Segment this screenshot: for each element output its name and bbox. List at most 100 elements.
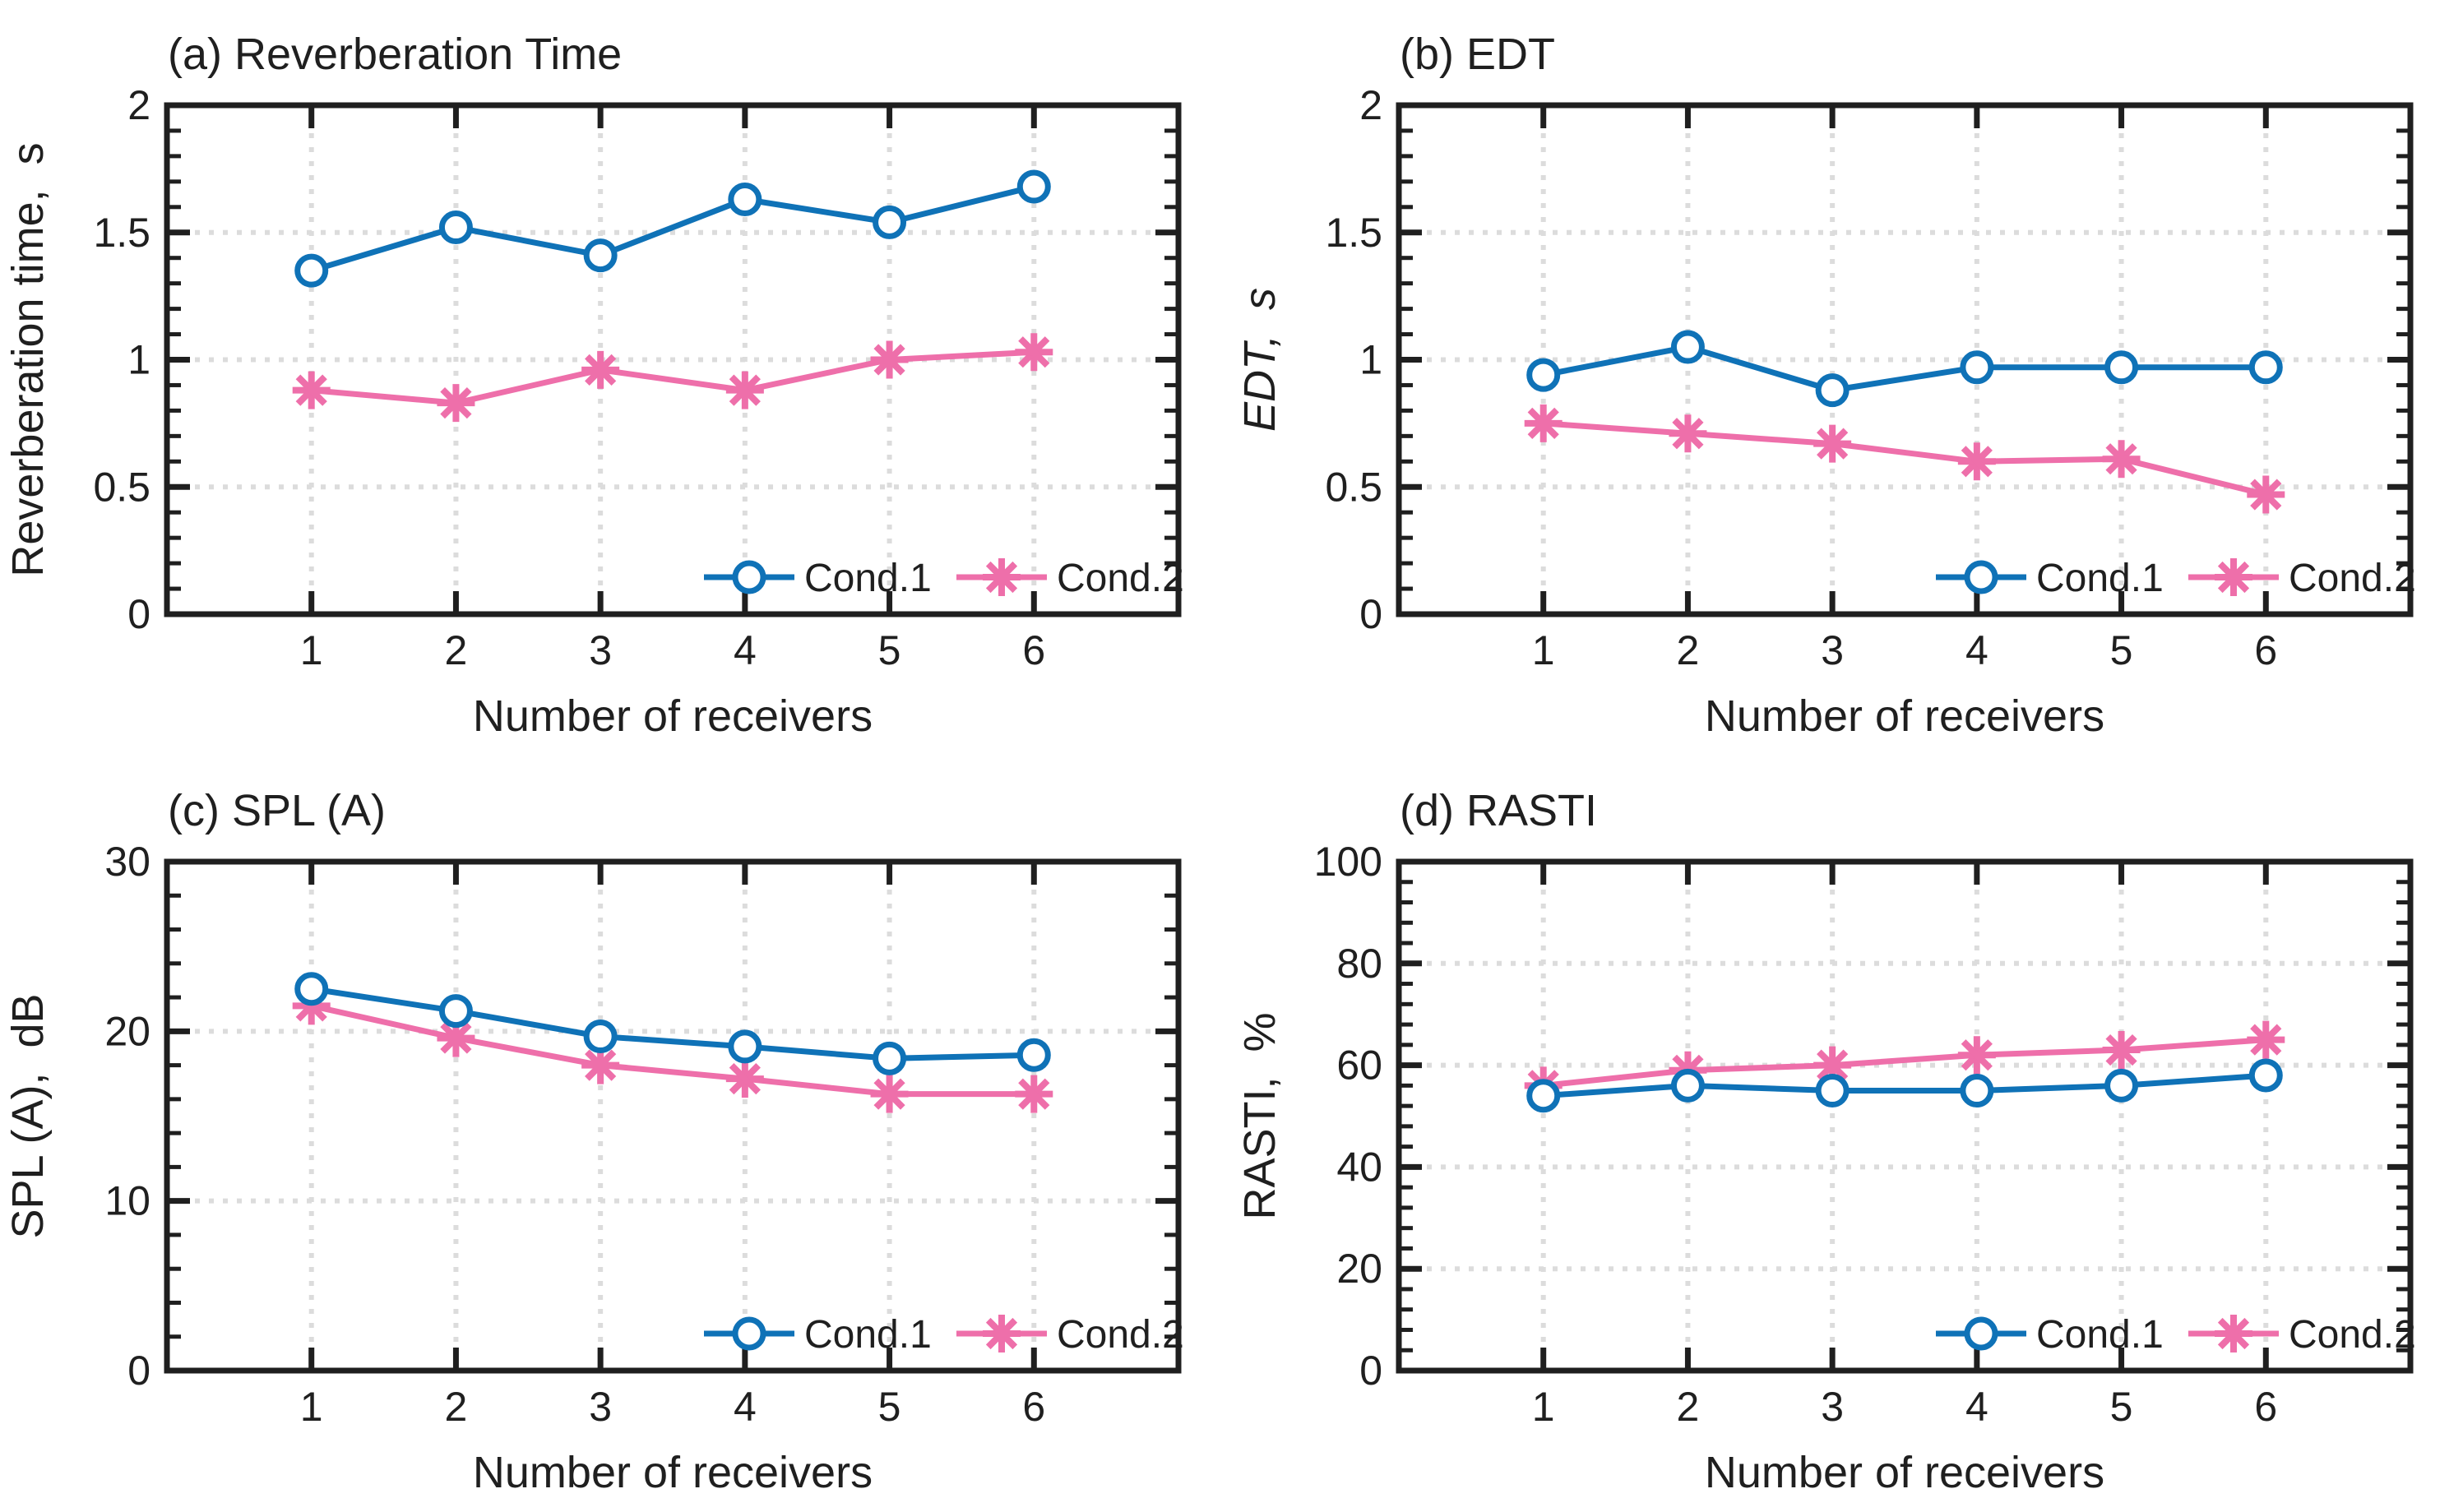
x-tick-label: 1 bbox=[300, 1384, 323, 1430]
series-group bbox=[292, 972, 1053, 1113]
series-cond1-marker bbox=[873, 205, 907, 239]
y-tick-label: 0.5 bbox=[93, 464, 150, 510]
subplot-a-cell: 1 2 3 4 5 6 0 0.5 1 1.5 2 (a) Reverberation Time Num… bbox=[0, 0, 1231, 756]
x-tick-label: 6 bbox=[1022, 1384, 1045, 1430]
y-tick-label: 1 bbox=[127, 337, 150, 383]
series-cond1-marker bbox=[873, 1041, 907, 1075]
subplot-title: (a) Reverberation Time bbox=[168, 30, 622, 79]
y-tick-label: 0.5 bbox=[1325, 464, 1382, 510]
series-cond2-line bbox=[1543, 420, 2267, 497]
tick-marks bbox=[169, 858, 1177, 1374]
legend-marker-cond1 bbox=[1964, 560, 1998, 594]
series-cond1-line bbox=[311, 986, 1035, 1061]
x-tick-label: 4 bbox=[1965, 627, 1988, 673]
series-cond1-marker bbox=[2248, 350, 2283, 385]
series-cond1 bbox=[294, 169, 1051, 288]
legend-label-cond2: Cond.2 bbox=[1057, 557, 1184, 600]
series-cond2-marker bbox=[1813, 1046, 1852, 1084]
series-cond2 bbox=[292, 333, 1053, 423]
x-tick-label: 4 bbox=[734, 627, 757, 673]
x-tick-label: 3 bbox=[1821, 1384, 1844, 1430]
series-cond2-line bbox=[310, 1002, 1035, 1098]
x-tick-label: 6 bbox=[2254, 627, 2277, 673]
y-axis-label: RASTI, % bbox=[1235, 1012, 1285, 1219]
series-cond2-marker bbox=[2102, 440, 2141, 479]
x-tick-label: 5 bbox=[2110, 1384, 2133, 1430]
series-cond1-marker bbox=[1016, 1038, 1051, 1072]
y-tick-label: 0 bbox=[127, 591, 150, 637]
series-cond2-marker bbox=[581, 1046, 620, 1084]
series-cond2-line bbox=[1543, 1037, 2266, 1089]
y-tick-label: 2 bbox=[127, 82, 150, 128]
subplot-title: (d) RASTI bbox=[1400, 786, 1597, 835]
x-tick-label: 3 bbox=[589, 1384, 612, 1430]
tick-labels: 1 2 3 4 5 6 0 0.5 1 1.5 2 bbox=[93, 82, 1045, 673]
x-tick-label: 1 bbox=[1532, 1384, 1555, 1430]
tick-labels: 1 2 3 4 5 6 0 0.5 1 1.5 2 bbox=[1325, 82, 2277, 673]
series-cond1-line bbox=[1543, 1072, 2266, 1099]
series-cond2 bbox=[292, 987, 1053, 1113]
y-tick-label: 30 bbox=[104, 839, 150, 885]
series-cond2-marker bbox=[1957, 1036, 1996, 1075]
x-tick-label: 4 bbox=[1965, 1384, 1988, 1430]
series-cond1-marker bbox=[438, 210, 473, 245]
y-tick-label: 1.5 bbox=[1325, 210, 1382, 256]
series-cond1-marker bbox=[2104, 1068, 2139, 1103]
y-tick-label: 2 bbox=[1359, 82, 1382, 128]
y-tick-label: 0 bbox=[1359, 1348, 1382, 1394]
series-group bbox=[1524, 330, 2285, 514]
subplot-title: (c) SPL (A) bbox=[168, 786, 386, 835]
series-cond1-marker bbox=[583, 1020, 618, 1054]
series-cond2-marker bbox=[1957, 442, 1996, 481]
x-tick-label: 1 bbox=[1532, 627, 1555, 673]
legend: Cond.1 Cond.2 bbox=[1936, 557, 2416, 600]
gridlines bbox=[167, 862, 1178, 1371]
series-cond1-marker bbox=[294, 972, 329, 1006]
tick-marks bbox=[1400, 858, 2409, 1374]
series-cond1-marker bbox=[1960, 1074, 1994, 1108]
legend-marker-cond1 bbox=[1964, 1316, 1998, 1351]
series-cond2-marker bbox=[437, 384, 475, 423]
subplot-c-spl: 1 2 3 4 5 6 0 10 20 30 (c) SPL (A) Number of receiv… bbox=[0, 756, 1231, 1512]
legend: Cond.1 Cond.2 bbox=[704, 1313, 1184, 1357]
y-tick-label: 1.5 bbox=[93, 210, 150, 256]
series-cond1-marker bbox=[728, 183, 762, 217]
x-tick-label: 3 bbox=[589, 627, 612, 673]
series-cond2-marker bbox=[725, 1060, 764, 1098]
legend-label-cond1: Cond.1 bbox=[804, 1313, 932, 1357]
legend-marker-cond1 bbox=[732, 1316, 766, 1351]
series-cond1-marker bbox=[1526, 1079, 1561, 1113]
series-cond1-marker bbox=[1670, 1068, 1705, 1103]
legend-marker-cond2 bbox=[983, 558, 1021, 596]
y-tick-label: 20 bbox=[104, 1008, 150, 1054]
subplot-d-cell: 1 2 3 4 5 6 0 20 40 60 80 100 (d) RASTI Number of rec… bbox=[1232, 756, 2463, 1512]
series-cond1-marker bbox=[1815, 1074, 1850, 1108]
series-cond2-marker bbox=[870, 1075, 909, 1113]
y-tick-label: 0 bbox=[127, 1348, 150, 1394]
series-group bbox=[1524, 1020, 2285, 1113]
axes-box bbox=[164, 858, 1182, 1374]
x-tick-label: 2 bbox=[445, 627, 468, 673]
legend-marker-cond1 bbox=[732, 560, 766, 594]
series-cond1-marker bbox=[2248, 1058, 2283, 1093]
y-tick-label: 60 bbox=[1336, 1043, 1382, 1089]
subplot-c-spl-a: 1 2 3 4 5 6 0 10 20 30 (c) SPL (A) Number of receiv… bbox=[3, 786, 1184, 1497]
x-tick-label: 3 bbox=[1821, 627, 1844, 673]
legend: Cond.1 Cond.2 bbox=[704, 557, 1184, 600]
legend-label-cond2: Cond.2 bbox=[2289, 557, 2416, 600]
x-axis-label: Number of receivers bbox=[1705, 691, 2104, 741]
series-cond2-marker bbox=[2247, 1020, 2285, 1059]
tick-labels: 1 2 3 4 5 6 0 10 20 30 bbox=[104, 839, 1045, 1430]
series-cond2-marker bbox=[2247, 475, 2285, 514]
y-tick-label: 20 bbox=[1336, 1246, 1382, 1292]
subplot-a-reverberation-time: 1 2 3 4 5 6 0 0.5 1 1.5 2 (a) Reverberation Time Num… bbox=[3, 30, 1184, 741]
x-tick-label: 6 bbox=[2254, 1384, 2277, 1430]
series-cond1-marker bbox=[583, 238, 618, 273]
subplot-b-cell: 1 2 3 4 5 6 0 0.5 1 1.5 2 (b) EDT Number of receiver… bbox=[1232, 0, 2463, 756]
axes-box bbox=[1396, 102, 2414, 617]
x-tick-label: 4 bbox=[734, 1384, 757, 1430]
x-tick-label: 1 bbox=[300, 627, 323, 673]
series-cond2-marker bbox=[870, 340, 909, 379]
